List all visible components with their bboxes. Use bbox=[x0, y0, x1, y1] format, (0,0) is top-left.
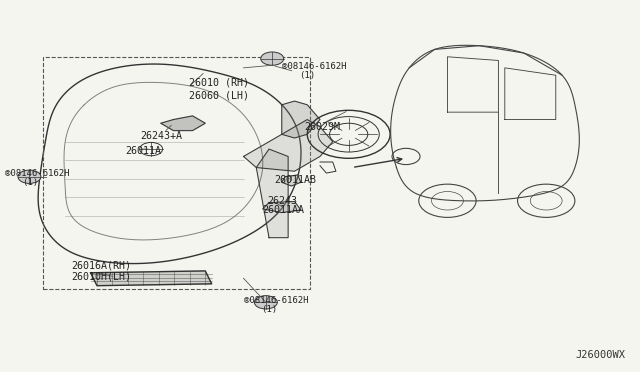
Text: 26243+A: 26243+A bbox=[140, 131, 182, 141]
Text: 26010H(LH): 26010H(LH) bbox=[72, 272, 131, 282]
Text: J26000WX: J26000WX bbox=[576, 350, 626, 359]
Text: (1): (1) bbox=[261, 305, 278, 314]
Polygon shape bbox=[282, 175, 301, 186]
Circle shape bbox=[254, 296, 277, 309]
Text: 26010 (RH): 26010 (RH) bbox=[189, 78, 250, 88]
Text: 26016A(RH): 26016A(RH) bbox=[72, 260, 131, 270]
Text: ®08146-6162H: ®08146-6162H bbox=[282, 61, 346, 71]
Polygon shape bbox=[161, 116, 205, 131]
Text: 26243: 26243 bbox=[268, 196, 298, 206]
Polygon shape bbox=[282, 101, 320, 138]
Text: 26011AB: 26011AB bbox=[274, 176, 316, 186]
Text: 26011AA: 26011AA bbox=[262, 205, 305, 215]
Circle shape bbox=[260, 52, 284, 65]
Text: (1): (1) bbox=[300, 71, 316, 80]
Text: ®08146-6162H: ®08146-6162H bbox=[4, 169, 69, 177]
Text: 26029M: 26029M bbox=[304, 122, 340, 132]
Polygon shape bbox=[256, 149, 288, 238]
Text: (1): (1) bbox=[22, 178, 38, 187]
Text: ®08146-6162H: ®08146-6162H bbox=[244, 296, 308, 305]
Circle shape bbox=[18, 170, 41, 183]
Text: 26060 (LH): 26060 (LH) bbox=[189, 90, 250, 100]
Polygon shape bbox=[262, 202, 301, 212]
Text: 26011A: 26011A bbox=[125, 146, 162, 156]
Polygon shape bbox=[91, 271, 212, 286]
Polygon shape bbox=[244, 119, 333, 171]
